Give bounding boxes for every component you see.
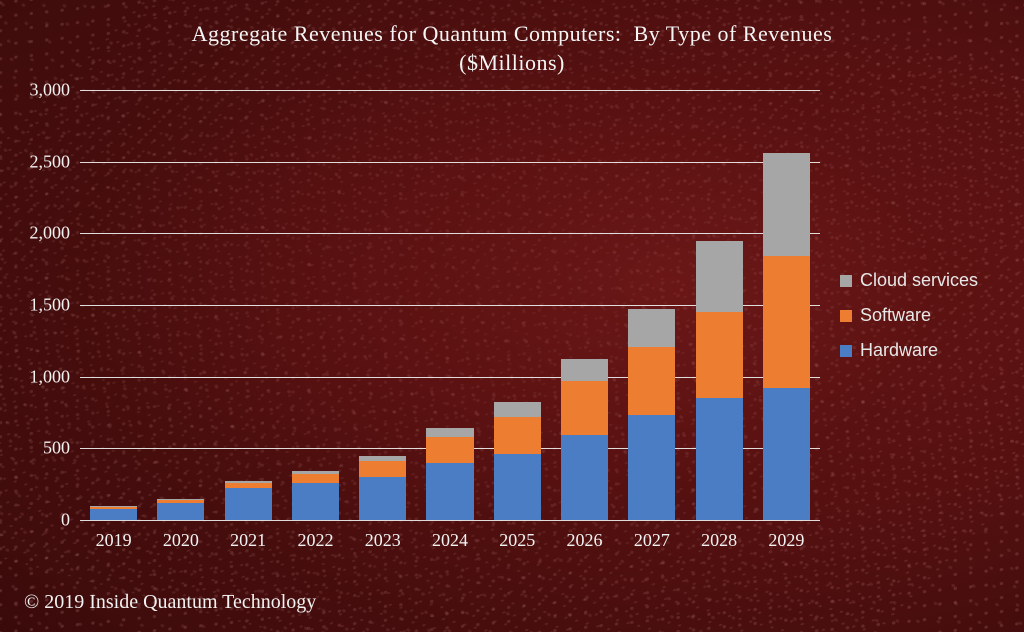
bar-segment [696,398,743,520]
bar-segment [696,241,743,313]
bar-segment [763,388,810,520]
bar-segment [157,503,204,520]
bar-segment [292,483,339,520]
bar-group [359,90,406,520]
bar-segment [359,461,406,477]
x-tick-label: 2019 [96,530,132,551]
y-tick-label: 3,000 [10,80,70,101]
y-tick-label: 1,000 [10,366,70,387]
y-tick-label: 500 [10,438,70,459]
gridline [80,520,820,521]
bar-group [90,90,137,520]
x-tick-label: 2027 [634,530,670,551]
bar-segment [90,506,137,507]
bar-segment [763,256,810,388]
x-tick-label: 2023 [365,530,401,551]
bar-segment [426,428,473,437]
chart-title-line2: ($Millions) [459,50,565,75]
bar-segment [225,481,272,483]
chart-container: Aggregate Revenues for Quantum Computers… [0,0,1024,632]
y-tick-label: 2,500 [10,151,70,172]
copyright-text: © 2019 Inside Quantum Technology [24,591,316,614]
x-tick-label: 2020 [163,530,199,551]
legend-item: Cloud services [840,270,1010,291]
bar-group [426,90,473,520]
bar-group [628,90,675,520]
bar-segment [696,312,743,398]
bar-segment [628,309,675,346]
bar-segment [561,359,608,381]
bar-group [763,90,810,520]
legend-swatch [840,310,852,322]
x-tick-label: 2025 [499,530,535,551]
plot-area: 05001,0001,5002,0002,5003,000 2019202020… [80,90,820,520]
bar-group [292,90,339,520]
bar-group [225,90,272,520]
bar-segment [494,454,541,520]
legend: Cloud services Software Hardware [840,270,1010,375]
x-tick-label: 2021 [230,530,266,551]
bars-container [80,90,820,520]
bar-segment [225,488,272,520]
x-tick-label: 2026 [567,530,603,551]
bar-segment [90,509,137,520]
bar-segment [426,437,473,463]
legend-swatch [840,275,852,287]
chart-title-line1: Aggregate Revenues for Quantum Computers… [192,21,833,46]
y-tick-label: 2,000 [10,223,70,244]
bar-group [157,90,204,520]
bar-segment [561,381,608,435]
legend-label: Cloud services [860,270,978,291]
bar-segment [494,417,541,454]
legend-label: Software [860,305,931,326]
y-tick-label: 0 [10,510,70,531]
x-tick-label: 2028 [701,530,737,551]
legend-swatch [840,345,852,357]
bar-segment [225,483,272,489]
bar-segment [292,474,339,483]
bar-segment [426,463,473,520]
bar-segment [292,471,339,475]
x-tick-label: 2024 [432,530,468,551]
bar-segment [359,456,406,462]
bar-segment [628,347,675,416]
bar-segment [561,435,608,520]
chart-title: Aggregate Revenues for Quantum Computers… [0,20,1024,77]
legend-item: Hardware [840,340,1010,361]
x-tick-label: 2029 [768,530,804,551]
y-tick-label: 1,500 [10,295,70,316]
bar-group [494,90,541,520]
bar-group [561,90,608,520]
bar-segment [157,500,204,503]
bar-segment [90,507,137,508]
bar-segment [628,415,675,520]
legend-item: Software [840,305,1010,326]
x-tick-label: 2022 [297,530,333,551]
bar-segment [763,153,810,256]
bar-segment [359,477,406,520]
bar-segment [494,402,541,416]
bar-segment [157,499,204,500]
bar-group [696,90,743,520]
legend-label: Hardware [860,340,938,361]
